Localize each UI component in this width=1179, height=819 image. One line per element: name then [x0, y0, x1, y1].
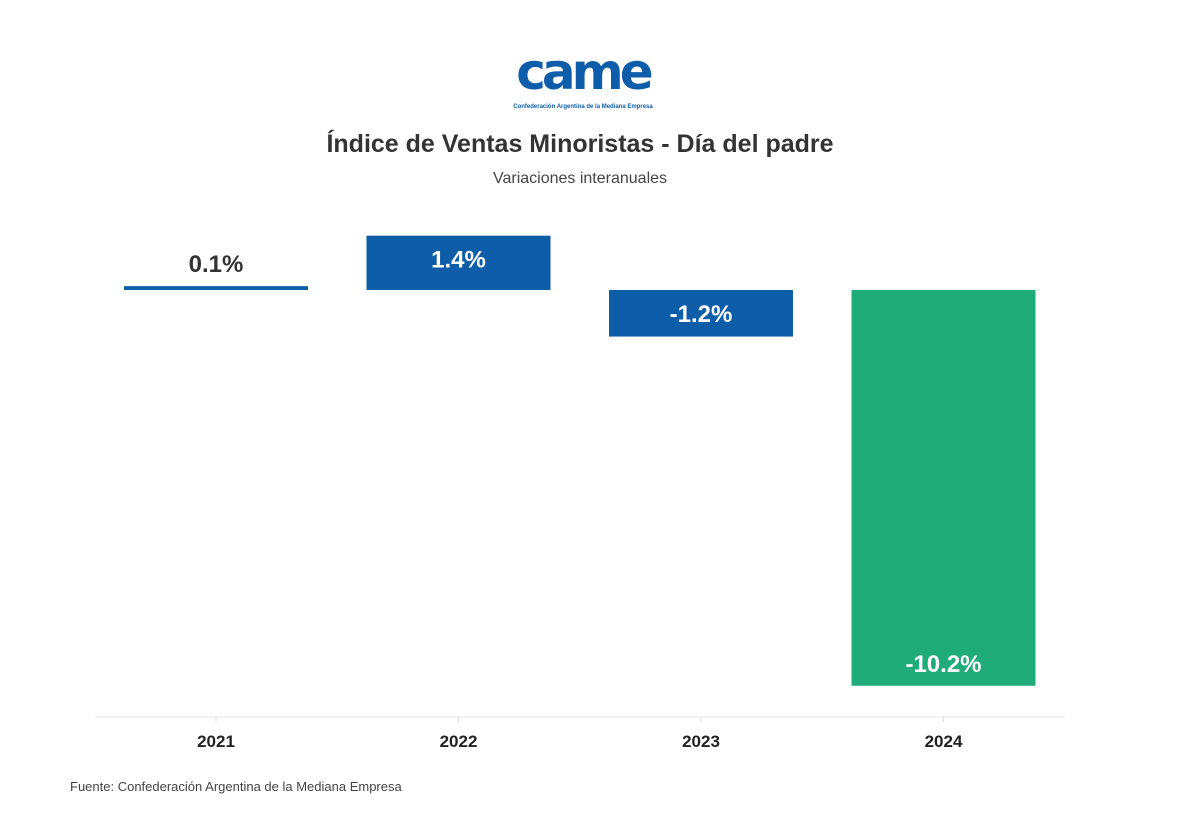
- data-label: -1.2%: [670, 301, 733, 328]
- x-tick-label: 2024: [925, 732, 963, 751]
- bar-2021: [124, 286, 308, 290]
- logo-mark: came: [516, 43, 653, 101]
- bar-2022: [366, 235, 551, 290]
- x-tick-label: 2021: [197, 732, 235, 751]
- bar-2023: [609, 290, 793, 337]
- logo-tagline: Confederación Argentina de la Mediana Em…: [513, 104, 653, 110]
- data-label: 1.4%: [431, 247, 486, 274]
- came-logo: came Confederación Argentina de la Media…: [498, 46, 668, 122]
- bar-2024: [851, 290, 1036, 686]
- x-tick-label: 2022: [440, 732, 478, 751]
- data-label: 0.1%: [189, 251, 244, 278]
- chart-subtitle: Variaciones interanuales: [492, 170, 668, 187]
- data-label: -10.2%: [905, 651, 981, 678]
- x-tick-label: 2023: [682, 732, 720, 751]
- chart-title: Índice de Ventas Minoristas - Día del pa…: [326, 130, 834, 158]
- source-note: Fuente: Confederación Argentina de la Me…: [70, 779, 402, 794]
